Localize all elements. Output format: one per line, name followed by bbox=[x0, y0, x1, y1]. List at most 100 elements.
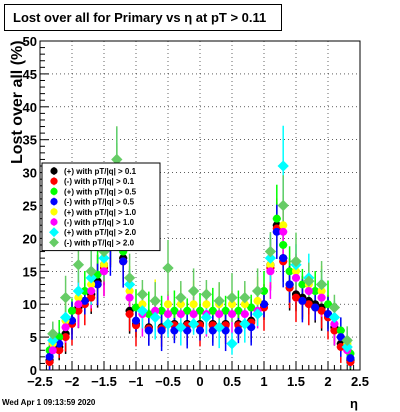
data-point bbox=[260, 287, 268, 296]
data-point bbox=[221, 326, 230, 335]
data-point bbox=[47, 334, 59, 347]
data-point bbox=[330, 319, 339, 328]
data-point bbox=[239, 318, 251, 330]
data-point bbox=[144, 326, 153, 335]
data-point bbox=[277, 160, 289, 172]
data-point bbox=[285, 267, 294, 276]
data-point bbox=[251, 285, 264, 297]
data-point bbox=[226, 291, 238, 304]
data-point bbox=[208, 326, 217, 335]
data-point bbox=[74, 306, 83, 315]
data-point bbox=[183, 306, 192, 315]
data-point bbox=[132, 303, 140, 312]
y-tick-label: 35 bbox=[23, 133, 37, 148]
data-point bbox=[311, 303, 320, 312]
data-point bbox=[279, 240, 288, 249]
x-tick-label: 2.5 bbox=[351, 374, 369, 389]
legend-marker bbox=[49, 227, 59, 238]
data-point bbox=[125, 293, 134, 302]
data-point bbox=[292, 267, 300, 276]
data-point bbox=[251, 308, 264, 320]
data-point bbox=[202, 300, 211, 309]
y-tick-label: 0 bbox=[30, 363, 37, 378]
legend-label: (+) with pT/|q| > 1.0 bbox=[64, 208, 137, 217]
y-tick-label: 45 bbox=[23, 67, 37, 82]
data-point bbox=[336, 333, 345, 342]
legend-marker bbox=[50, 218, 58, 226]
data-point bbox=[253, 296, 262, 305]
data-point bbox=[311, 287, 320, 296]
data-point bbox=[55, 346, 64, 355]
data-point bbox=[290, 255, 302, 268]
data-point bbox=[240, 300, 249, 309]
y-tick-label: 30 bbox=[23, 166, 37, 181]
data-point bbox=[183, 326, 192, 335]
data-point bbox=[187, 285, 200, 297]
data-point bbox=[298, 280, 307, 289]
data-point bbox=[74, 300, 83, 309]
timestamp-footer: Wed Apr 1 09:13:59 2020 bbox=[2, 398, 96, 407]
legend-label: (+) with pT/|q| > 0.1 bbox=[64, 167, 137, 176]
data-point bbox=[123, 278, 136, 291]
data-point bbox=[138, 300, 147, 309]
legend-label: (-) with pT/|q| > 1.0 bbox=[64, 218, 135, 227]
data-point bbox=[48, 346, 57, 355]
data-point bbox=[341, 341, 353, 353]
legend-label: (-) with pT/|q| > 0.1 bbox=[64, 177, 135, 186]
chart-title: Lost over all for Primary vs η at pT > 0… bbox=[4, 4, 282, 31]
data-point bbox=[213, 321, 225, 333]
data-point bbox=[157, 306, 166, 315]
data-point bbox=[226, 338, 238, 350]
data-point bbox=[317, 306, 326, 315]
x-tick-label: 1 bbox=[260, 374, 267, 389]
data-point bbox=[279, 254, 288, 263]
data-point bbox=[221, 306, 230, 315]
legend-label: (-) with pT/|q| > 2.0 bbox=[64, 238, 135, 247]
data-point bbox=[328, 311, 341, 324]
data-point bbox=[315, 278, 328, 291]
y-tick-label: 20 bbox=[23, 231, 37, 246]
data-point bbox=[264, 245, 277, 258]
data-point bbox=[234, 306, 243, 315]
x-tick-label: 1.5 bbox=[287, 374, 305, 389]
data-point bbox=[341, 334, 353, 347]
data-point bbox=[136, 305, 149, 317]
data-point bbox=[234, 326, 243, 335]
y-tick-label: 40 bbox=[23, 100, 37, 115]
data-point bbox=[277, 199, 289, 212]
data-point bbox=[87, 280, 96, 289]
legend-label: (+) with pT/|q| > 0.5 bbox=[64, 187, 137, 196]
x-tick-label: −1.5 bbox=[91, 374, 117, 389]
data-point bbox=[292, 293, 300, 302]
y-tick-label: 5 bbox=[30, 330, 37, 345]
x-tick-label: 0.5 bbox=[223, 374, 241, 389]
data-point bbox=[328, 301, 341, 314]
axis-ticks: −2.5 −2 −1.5 −1 −0.5 0 0.5 1 1.5 2 2.5 0 5 10 15 20 25 30… bbox=[23, 34, 370, 389]
x-tick-label: 0 bbox=[196, 374, 203, 389]
data-point bbox=[200, 288, 213, 300]
data-point bbox=[336, 342, 345, 351]
data-point bbox=[164, 300, 172, 309]
y-tick-label: 10 bbox=[23, 297, 37, 312]
data-point bbox=[149, 311, 161, 324]
y-tick-label: 25 bbox=[23, 199, 37, 214]
y-axis-title: Lost over all (%) bbox=[9, 40, 26, 164]
data-point bbox=[239, 291, 251, 304]
data-point bbox=[317, 287, 326, 296]
data-point bbox=[346, 354, 355, 363]
data-point bbox=[272, 227, 281, 236]
legend-box bbox=[41, 162, 161, 252]
data-point bbox=[196, 306, 204, 315]
data-point bbox=[55, 333, 64, 342]
data-point bbox=[123, 272, 136, 284]
data-point bbox=[200, 311, 213, 324]
data-point bbox=[272, 214, 281, 223]
data-point bbox=[55, 339, 64, 348]
data-point bbox=[260, 300, 268, 309]
data-point bbox=[303, 275, 315, 287]
data-point bbox=[68, 306, 76, 315]
x-tick-label: −2 bbox=[65, 374, 80, 389]
data-point bbox=[164, 310, 172, 319]
data-point bbox=[324, 300, 332, 309]
